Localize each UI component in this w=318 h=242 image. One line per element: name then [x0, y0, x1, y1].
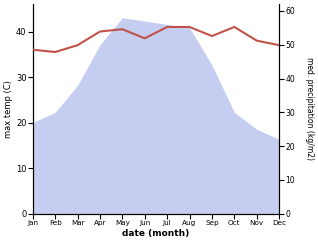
X-axis label: date (month): date (month) — [122, 229, 190, 238]
Y-axis label: max temp (C): max temp (C) — [4, 80, 13, 138]
Y-axis label: med. precipitation (kg/m2): med. precipitation (kg/m2) — [305, 58, 314, 160]
